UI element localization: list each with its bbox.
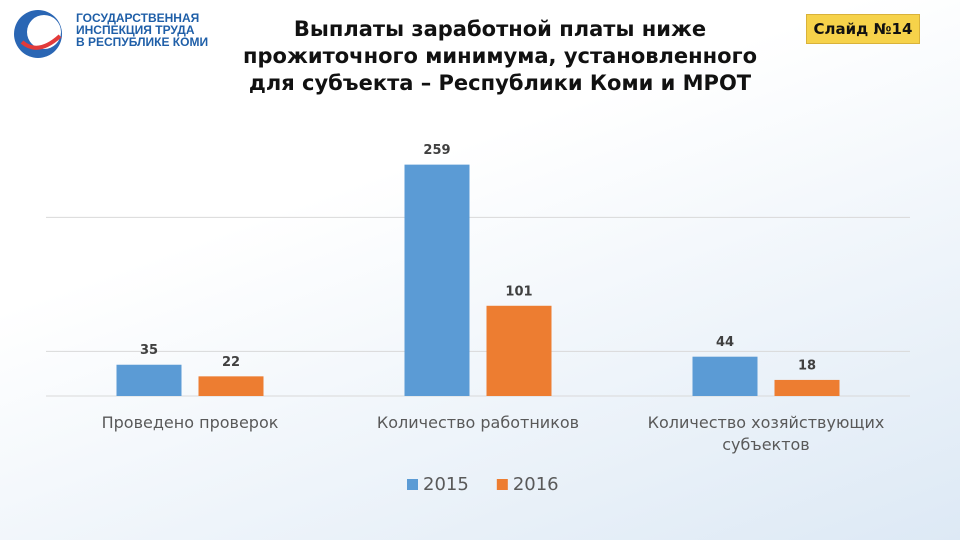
data-label: 18 <box>798 358 816 373</box>
logo-line: ИНСПЕКЦИЯ ТРУДА <box>76 23 195 37</box>
bar <box>692 356 758 396</box>
slide-number: Слайд №14 <box>806 14 920 44</box>
data-label: 22 <box>222 355 240 370</box>
logo-text: ГОСУДАРСТВЕННАЯ ИНСПЕКЦИЯ ТРУДА В РЕСПУБ… <box>76 12 208 48</box>
x-tick-label: Проведено проверок <box>101 413 279 432</box>
data-label: 259 <box>423 143 450 158</box>
bar <box>404 164 470 396</box>
data-label: 101 <box>505 284 532 299</box>
data-label: 44 <box>716 335 734 350</box>
x-tick-label: Количество хозяйствующих субъектов <box>647 413 885 454</box>
title: Выплаты заработной платы ниже прожиточно… <box>243 17 757 95</box>
bar <box>198 376 264 396</box>
data-label: 35 <box>140 343 158 358</box>
logo-line: ГОСУДАРСТВЕННАЯ <box>76 11 200 25</box>
x-tick-label: Количество работников <box>376 413 580 432</box>
bar <box>116 364 182 396</box>
legend-swatch <box>496 479 508 490</box>
legend-swatch <box>407 479 418 490</box>
bar <box>774 379 840 396</box>
bar <box>486 305 552 396</box>
logo-mark <box>14 10 62 58</box>
legend-label: 2016 <box>513 474 559 495</box>
legend-label: 2015 <box>423 474 469 495</box>
logo-line: В РЕСПУБЛИКЕ КОМИ <box>76 35 209 49</box>
